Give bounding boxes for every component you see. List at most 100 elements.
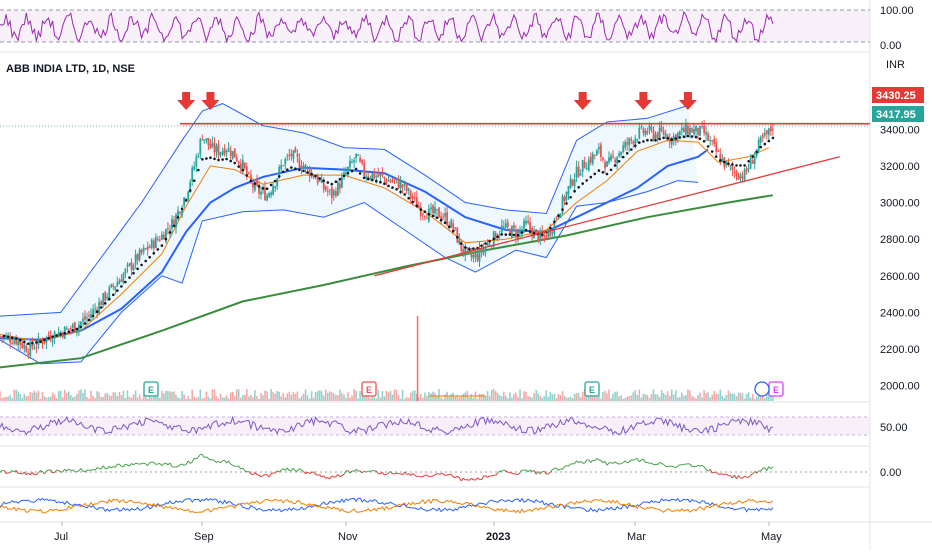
psar-dot bbox=[715, 155, 718, 158]
volume-bar bbox=[327, 393, 329, 401]
candle-body bbox=[483, 249, 485, 255]
psar-dot bbox=[448, 226, 451, 229]
volume-bar bbox=[62, 398, 64, 402]
candle-body bbox=[746, 168, 748, 171]
candle-body bbox=[752, 160, 754, 164]
psar-dot bbox=[573, 190, 576, 193]
volume-bar bbox=[645, 394, 647, 401]
volume-bar bbox=[663, 393, 665, 401]
candle-body bbox=[659, 128, 661, 139]
volume-bar bbox=[248, 396, 250, 401]
psar-dot bbox=[529, 230, 532, 233]
volume-bar bbox=[572, 398, 574, 401]
volume-bar bbox=[84, 389, 86, 401]
candle-body bbox=[303, 166, 305, 169]
candle-body bbox=[707, 134, 709, 141]
candle-body bbox=[653, 130, 655, 139]
volume-bar bbox=[436, 397, 438, 401]
volume-bar bbox=[232, 392, 234, 401]
volume-bar bbox=[511, 398, 513, 402]
candle-body bbox=[266, 196, 268, 201]
volume-bar bbox=[193, 397, 195, 401]
volume-bar bbox=[129, 397, 131, 401]
psar-dot bbox=[727, 162, 730, 165]
psar-dot bbox=[557, 214, 560, 217]
volume-bar bbox=[337, 395, 339, 401]
candle-body bbox=[412, 196, 414, 199]
candle-body bbox=[626, 142, 628, 144]
oscillator-segment bbox=[53, 472, 55, 473]
volume-bar bbox=[189, 399, 191, 401]
volume-bar bbox=[60, 391, 62, 401]
candle-body bbox=[632, 141, 634, 144]
oscillator-segment bbox=[617, 464, 619, 465]
candle-body bbox=[34, 348, 36, 349]
candle-body bbox=[446, 212, 448, 225]
candle-body bbox=[535, 229, 537, 231]
psar-dot bbox=[35, 341, 38, 344]
oscillator-segment bbox=[593, 460, 595, 461]
candle-body bbox=[738, 176, 740, 179]
psar-dot bbox=[496, 235, 499, 238]
candle-body bbox=[323, 181, 325, 189]
volume-bar bbox=[612, 394, 614, 401]
volume-bar bbox=[521, 398, 523, 401]
psar-dot bbox=[420, 208, 423, 211]
candle-body bbox=[50, 336, 52, 341]
candle-body bbox=[100, 302, 102, 306]
volume-bar bbox=[671, 390, 673, 402]
volume-bar bbox=[750, 398, 752, 402]
candle-body bbox=[386, 179, 388, 183]
volume-bar bbox=[699, 393, 701, 401]
volume-bar bbox=[264, 391, 266, 401]
psar-dot bbox=[759, 146, 762, 149]
candle-body bbox=[339, 183, 341, 188]
volume-bar bbox=[0, 391, 1, 401]
candle-body bbox=[319, 180, 321, 181]
volume-bar bbox=[137, 398, 139, 402]
candle-body bbox=[54, 332, 56, 339]
psar-dot bbox=[258, 185, 261, 188]
psar-dot bbox=[428, 213, 431, 216]
candle-body bbox=[127, 265, 129, 267]
volume-bar bbox=[580, 397, 582, 401]
candle-body bbox=[610, 156, 612, 160]
candle-body bbox=[507, 222, 509, 227]
volume-bar bbox=[665, 395, 667, 401]
volume-bar bbox=[503, 392, 505, 401]
candle-body bbox=[560, 213, 562, 217]
volume-bar bbox=[307, 395, 309, 401]
volume-bar bbox=[481, 394, 483, 401]
volume-bar bbox=[171, 392, 173, 401]
candle-body bbox=[74, 322, 76, 331]
oscillator-segment bbox=[136, 463, 138, 464]
candle-body bbox=[104, 292, 106, 300]
candle-body bbox=[404, 183, 406, 186]
psar-dot bbox=[286, 168, 289, 171]
psar-dot bbox=[646, 139, 649, 142]
candle-body bbox=[137, 254, 139, 260]
candle-body bbox=[515, 230, 517, 237]
volume-bar bbox=[533, 393, 535, 401]
volume-bar bbox=[608, 390, 610, 401]
volume-bar bbox=[147, 398, 149, 401]
psar-dot bbox=[488, 240, 491, 243]
psar-dot bbox=[553, 221, 556, 224]
volume-bar bbox=[448, 397, 450, 401]
candle-body bbox=[159, 240, 161, 241]
volume-bar bbox=[426, 396, 428, 401]
volume-bar bbox=[299, 398, 301, 401]
candle-body bbox=[568, 186, 570, 194]
psar-dot bbox=[343, 175, 346, 178]
candle-body bbox=[529, 222, 531, 230]
candle-body bbox=[175, 215, 177, 228]
candle-body bbox=[114, 287, 116, 290]
volume-bar bbox=[36, 393, 38, 402]
candle-body bbox=[125, 269, 127, 274]
volume-bar bbox=[222, 397, 224, 401]
psar-dot bbox=[444, 221, 447, 224]
candle-body bbox=[199, 139, 201, 154]
candle-body bbox=[301, 166, 303, 169]
candle-body bbox=[636, 139, 638, 140]
